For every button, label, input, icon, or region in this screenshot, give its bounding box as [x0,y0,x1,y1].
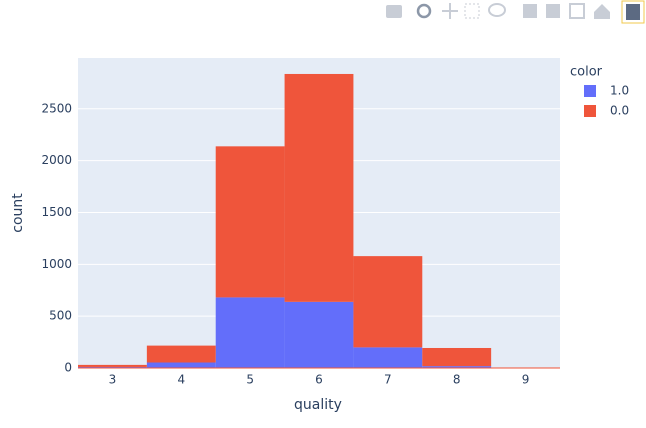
camera-icon[interactable] [386,5,402,18]
x-tick-label: 6 [315,373,323,387]
legend-label: 0.0 [610,104,629,118]
legend-swatch [584,105,596,117]
bar [284,301,354,368]
bar [353,256,423,348]
bar [146,345,216,363]
bar [422,347,492,367]
legend-swatch [584,85,596,97]
y-tick-label: 2500 [41,101,72,115]
y-tick-label: 1000 [41,257,72,271]
y-tick-label: 500 [49,309,72,323]
y-tick-label: 1500 [41,205,72,219]
x-tick-label: 9 [522,373,530,387]
legend-title: color [570,65,603,80]
zoom-in-icon[interactable] [523,4,537,18]
legend-label: 1.0 [610,84,629,98]
autoscale-icon[interactable] [569,3,585,19]
bar [146,362,216,368]
x-tick-label: 5 [246,373,254,387]
pan-icon[interactable] [442,3,458,19]
x-tick-label: 7 [384,373,392,387]
toolbar[interactable] [386,0,645,24]
home-icon[interactable] [594,4,610,19]
plotly-logo[interactable] [626,4,640,20]
y-axis-title: count [10,193,26,233]
x-axis-title: quality [294,397,342,413]
bar [215,146,285,298]
bar [78,366,147,368]
x-tick-label: 4 [177,373,185,387]
x-tick-label: 3 [109,373,117,387]
plotly-logo-frame[interactable] [621,0,645,24]
lasso-icon[interactable] [488,3,506,17]
bar [353,347,423,368]
zoom-icon[interactable] [416,3,432,19]
zoom-out-icon[interactable] [546,4,560,18]
bar [78,364,147,367]
y-tick-label: 0 [64,361,72,375]
bar [215,297,285,368]
bar [422,366,492,368]
y-tick-label: 2000 [41,153,72,167]
x-tick-label: 8 [453,373,461,387]
box-select-icon[interactable] [464,3,480,19]
bar [284,73,354,302]
